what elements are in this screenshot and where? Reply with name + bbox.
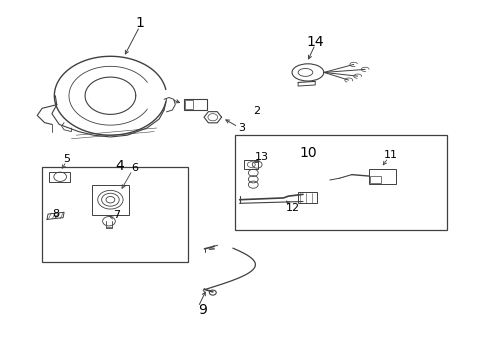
Bar — [244, 160, 258, 169]
Text: 13: 13 — [254, 152, 268, 162]
Text: 12: 12 — [285, 203, 300, 213]
Text: 3: 3 — [238, 123, 245, 133]
Text: 14: 14 — [306, 35, 324, 49]
Text: 7: 7 — [112, 210, 120, 220]
Text: 9: 9 — [198, 303, 207, 317]
Text: 2: 2 — [253, 106, 260, 116]
Bar — [234, 135, 446, 230]
Text: 5: 5 — [63, 154, 70, 164]
Bar — [185, 100, 192, 109]
Text: 6: 6 — [131, 163, 138, 173]
Bar — [49, 172, 70, 182]
Text: 1: 1 — [135, 16, 144, 30]
Text: 8: 8 — [52, 209, 59, 219]
Text: 10: 10 — [299, 146, 316, 160]
Bar — [369, 176, 380, 183]
Text: 4: 4 — [116, 159, 124, 173]
Bar — [183, 99, 206, 110]
Bar — [368, 168, 395, 184]
Bar — [298, 192, 316, 203]
Text: 11: 11 — [383, 150, 397, 160]
Bar — [42, 167, 188, 262]
Bar — [92, 185, 129, 215]
